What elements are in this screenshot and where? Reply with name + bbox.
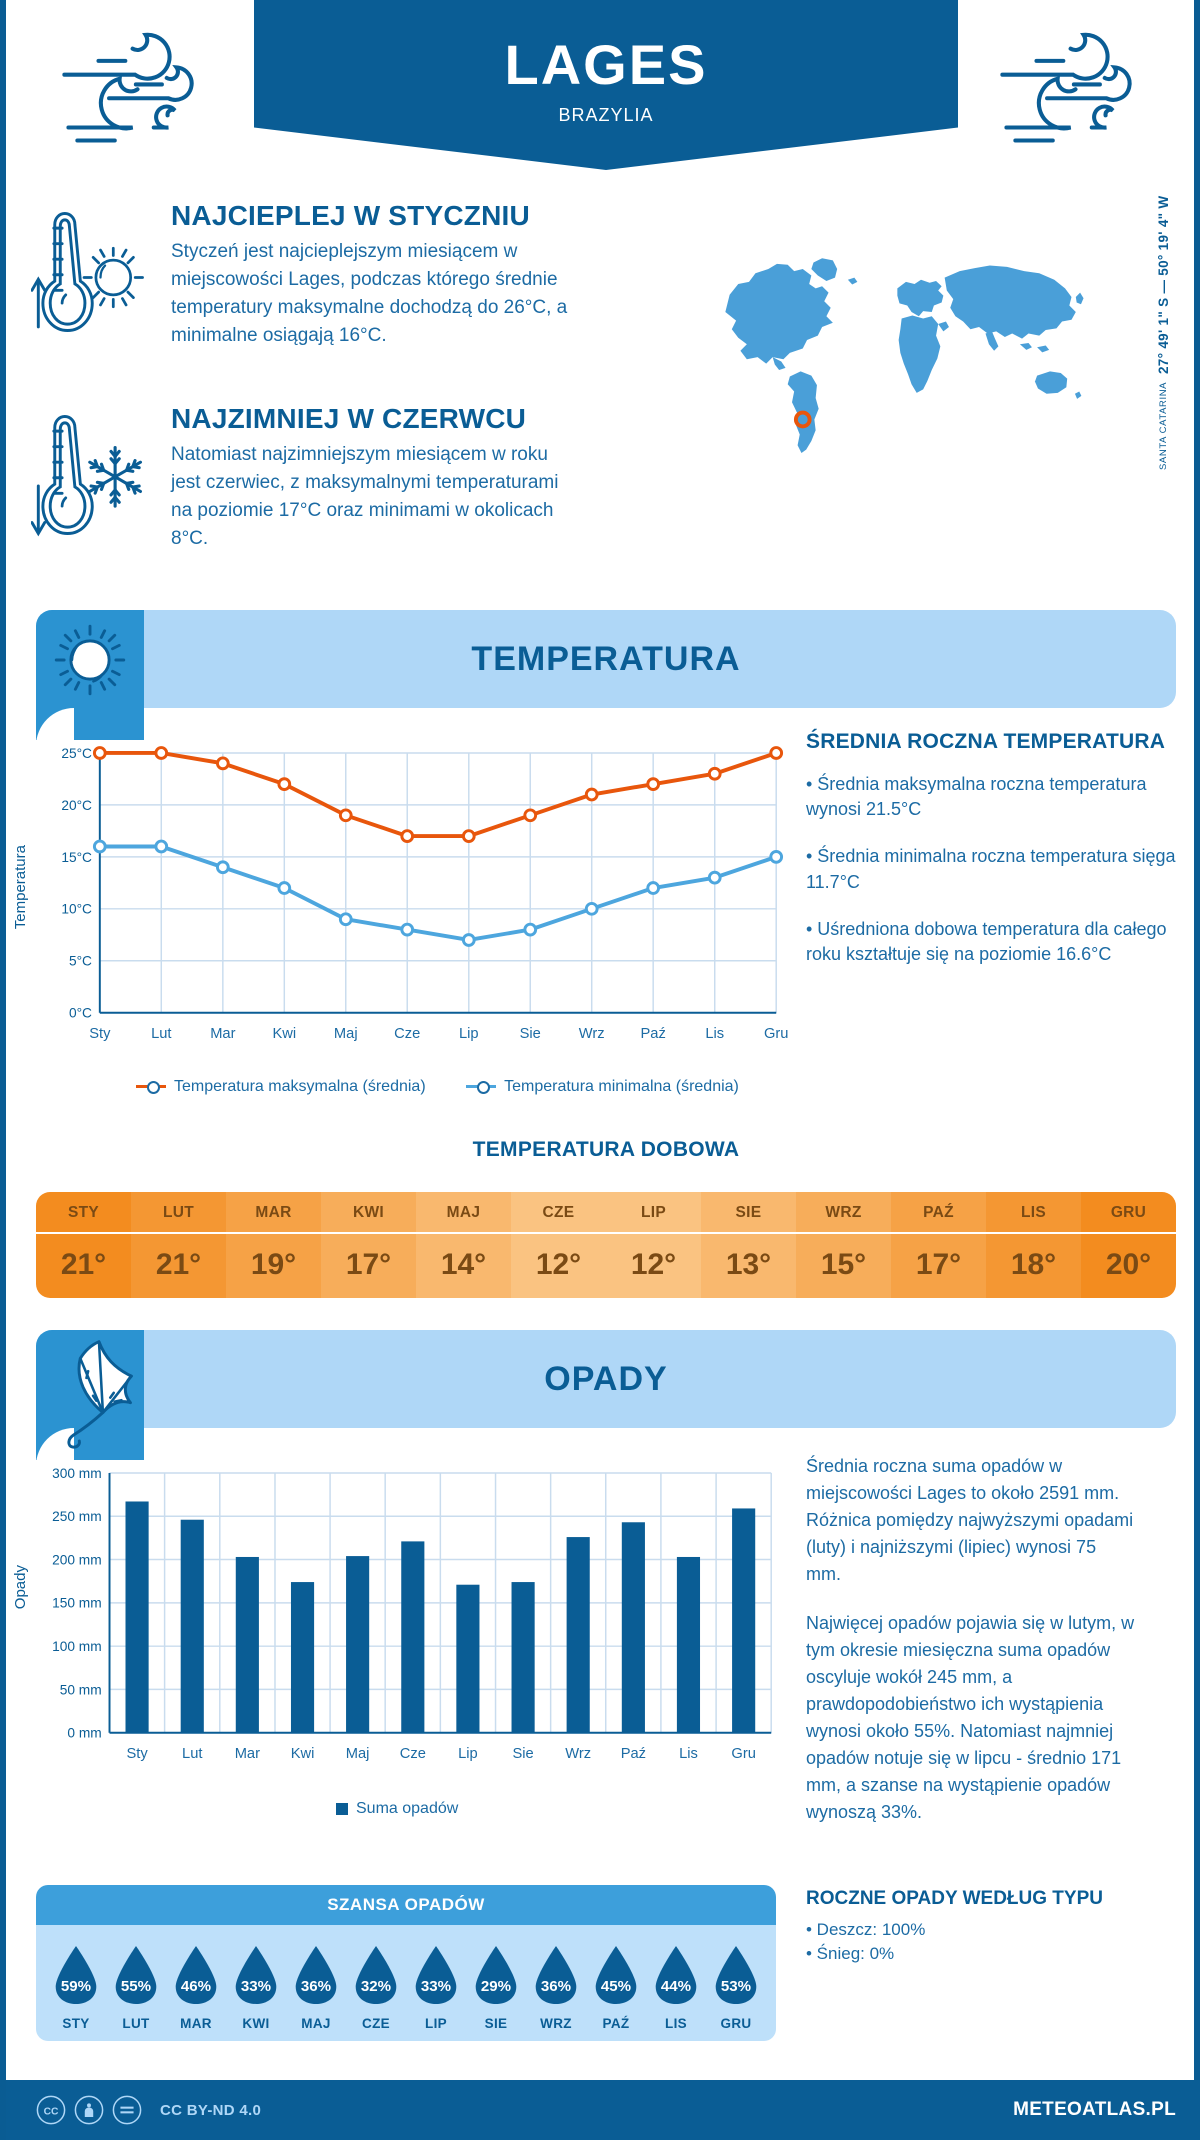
svg-text:Sie: Sie: [512, 1746, 533, 1762]
svg-text:0 mm: 0 mm: [67, 1726, 101, 1741]
svg-text:CC: CC: [44, 2107, 59, 2118]
svg-text:36%: 36%: [301, 1978, 332, 1995]
svg-text:50 mm: 50 mm: [60, 1682, 102, 1697]
svg-text:33%: 33%: [421, 1978, 452, 1995]
svg-text:Lip: Lip: [459, 1026, 479, 1042]
svg-text:25°C: 25°C: [61, 746, 92, 761]
svg-text:Cze: Cze: [400, 1746, 426, 1762]
svg-text:10°C: 10°C: [61, 902, 92, 917]
svg-text:Lut: Lut: [151, 1026, 171, 1042]
svg-text:100 mm: 100 mm: [52, 1639, 102, 1654]
svg-text:200 mm: 200 mm: [52, 1552, 102, 1567]
svg-text:53%: 53%: [721, 1978, 752, 1995]
svg-text:Maj: Maj: [334, 1026, 358, 1042]
svg-text:Paź: Paź: [621, 1746, 646, 1762]
svg-text:Gru: Gru: [764, 1026, 788, 1042]
svg-text:250 mm: 250 mm: [52, 1509, 102, 1524]
svg-text:20°C: 20°C: [61, 798, 92, 813]
svg-text:15°C: 15°C: [61, 850, 92, 865]
svg-text:Kwi: Kwi: [291, 1746, 315, 1762]
svg-text:55%: 55%: [121, 1978, 152, 1995]
svg-text:5°C: 5°C: [69, 954, 92, 969]
svg-text:59%: 59%: [61, 1978, 92, 1995]
svg-text:150 mm: 150 mm: [52, 1596, 102, 1611]
svg-text:Sty: Sty: [89, 1026, 111, 1042]
svg-text:0°C: 0°C: [69, 1006, 92, 1021]
svg-text:Kwi: Kwi: [272, 1026, 296, 1042]
svg-text:Gru: Gru: [731, 1746, 755, 1762]
svg-text:300 mm: 300 mm: [52, 1466, 102, 1481]
svg-text:46%: 46%: [181, 1978, 212, 1995]
svg-text:Maj: Maj: [346, 1746, 370, 1762]
svg-text:33%: 33%: [241, 1978, 272, 1995]
svg-text:36%: 36%: [541, 1978, 572, 1995]
svg-text:Mar: Mar: [235, 1746, 260, 1762]
svg-text:Mar: Mar: [210, 1026, 235, 1042]
svg-text:Paź: Paź: [641, 1026, 666, 1042]
svg-text:32%: 32%: [361, 1978, 392, 1995]
svg-text:29%: 29%: [481, 1978, 512, 1995]
svg-text:Sty: Sty: [126, 1746, 148, 1762]
svg-text:44%: 44%: [661, 1978, 692, 1995]
svg-text:Sie: Sie: [520, 1026, 541, 1042]
svg-text:Wrz: Wrz: [565, 1746, 591, 1762]
svg-text:Lis: Lis: [705, 1026, 724, 1042]
svg-text:Cze: Cze: [394, 1026, 420, 1042]
svg-text:Lip: Lip: [458, 1746, 478, 1762]
svg-text:Lis: Lis: [679, 1746, 698, 1762]
svg-text:Lut: Lut: [182, 1746, 202, 1762]
svg-text:45%: 45%: [601, 1978, 632, 1995]
svg-text:Wrz: Wrz: [579, 1026, 605, 1042]
